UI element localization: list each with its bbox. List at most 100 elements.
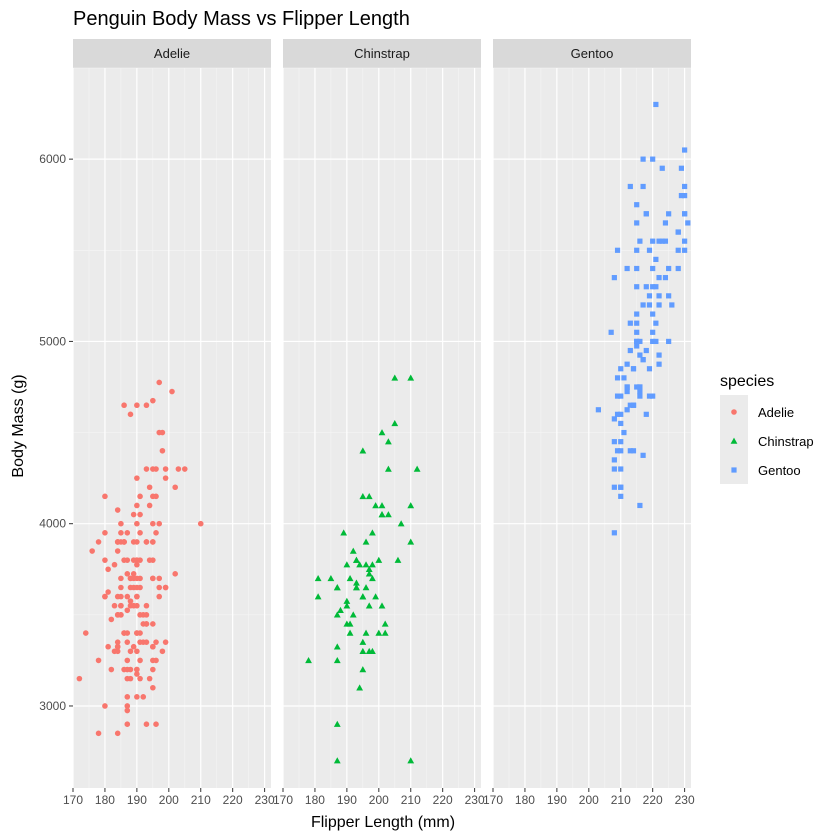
facet-panel-gentoo: Gentoo bbox=[492, 39, 691, 788]
data-point bbox=[675, 265, 681, 272]
data-point bbox=[369, 647, 376, 655]
data-point bbox=[640, 156, 646, 162]
data-point bbox=[624, 361, 630, 367]
data-point bbox=[656, 302, 662, 308]
data-point bbox=[95, 730, 102, 737]
series-chinstrap bbox=[305, 374, 421, 764]
data-point bbox=[666, 211, 672, 217]
data-point bbox=[618, 393, 624, 399]
x-tick-label: 190 bbox=[337, 793, 357, 807]
data-point bbox=[659, 238, 665, 244]
data-point bbox=[643, 347, 649, 354]
data-point bbox=[124, 657, 131, 664]
data-point bbox=[384, 511, 392, 518]
data-point bbox=[181, 466, 188, 472]
data-point bbox=[127, 666, 134, 673]
data-point bbox=[130, 602, 137, 609]
data-point bbox=[611, 484, 617, 490]
facet-strip bbox=[283, 39, 481, 68]
data-point bbox=[378, 429, 386, 436]
data-point bbox=[656, 275, 662, 281]
data-point bbox=[627, 402, 633, 408]
data-point bbox=[137, 657, 143, 664]
data-point bbox=[369, 561, 376, 568]
data-point bbox=[384, 465, 392, 472]
data-point bbox=[359, 647, 367, 655]
x-axis-title: Flipper Length (mm) bbox=[311, 814, 455, 831]
data-point bbox=[349, 611, 357, 618]
data-point bbox=[118, 520, 124, 527]
facet-panel-chinstrap: Chinstrap bbox=[282, 39, 481, 788]
data-point bbox=[159, 648, 166, 655]
legend-label-adelie: Adelie bbox=[758, 405, 794, 420]
data-point bbox=[134, 648, 140, 655]
data-point bbox=[102, 557, 108, 563]
data-point bbox=[159, 429, 166, 436]
data-point bbox=[630, 402, 637, 408]
data-point bbox=[118, 602, 124, 609]
data-point bbox=[150, 643, 156, 650]
data-point bbox=[618, 493, 624, 499]
data-point bbox=[662, 275, 669, 281]
data-point bbox=[153, 657, 159, 664]
data-point bbox=[666, 293, 672, 299]
data-point bbox=[124, 571, 131, 577]
data-point bbox=[121, 539, 127, 545]
data-point bbox=[143, 402, 150, 409]
y-tick-label: 5000 bbox=[39, 334, 66, 348]
data-point bbox=[624, 265, 630, 272]
data-point bbox=[359, 666, 367, 673]
data-point bbox=[666, 338, 672, 345]
x-tick-label: 220 bbox=[643, 793, 663, 807]
data-point bbox=[637, 393, 643, 399]
data-point bbox=[111, 561, 118, 568]
data-point bbox=[150, 397, 156, 404]
panel-background bbox=[283, 68, 481, 788]
data-point bbox=[353, 556, 360, 563]
data-point bbox=[153, 639, 159, 645]
data-point bbox=[121, 402, 127, 409]
data-point bbox=[143, 639, 150, 645]
series-adelie bbox=[76, 379, 204, 737]
x-tick-label: 190 bbox=[127, 793, 147, 807]
data-point bbox=[150, 575, 156, 582]
data-point bbox=[130, 539, 137, 545]
data-point bbox=[137, 675, 143, 682]
data-point bbox=[634, 202, 640, 208]
data-point bbox=[114, 643, 121, 650]
data-point bbox=[114, 730, 121, 737]
x-tick-label: 210 bbox=[191, 793, 211, 807]
data-point bbox=[146, 502, 153, 509]
x-tick-label: 210 bbox=[611, 793, 631, 807]
data-point bbox=[333, 643, 341, 650]
data-point bbox=[134, 666, 140, 673]
data-point bbox=[646, 293, 653, 299]
facet-panel-adelie: Adelie bbox=[72, 39, 271, 788]
data-point bbox=[666, 265, 672, 272]
data-point bbox=[634, 220, 640, 226]
data-point bbox=[646, 393, 653, 399]
data-point bbox=[640, 357, 646, 363]
data-point bbox=[95, 657, 102, 664]
data-point bbox=[137, 584, 143, 591]
data-point bbox=[650, 284, 656, 290]
data-point bbox=[343, 561, 351, 568]
data-point bbox=[634, 338, 640, 345]
data-point bbox=[114, 539, 121, 545]
data-point bbox=[653, 101, 659, 108]
data-point bbox=[384, 438, 392, 445]
data-point bbox=[662, 220, 669, 226]
data-point bbox=[413, 465, 421, 472]
data-point bbox=[124, 593, 131, 600]
data-point bbox=[114, 507, 121, 513]
data-point bbox=[162, 475, 169, 481]
x-tick-label: 170 bbox=[63, 793, 83, 807]
data-point bbox=[391, 420, 399, 427]
data-point bbox=[159, 447, 166, 454]
data-point bbox=[140, 621, 147, 627]
chart-title: Penguin Body Mass vs Flipper Length bbox=[73, 8, 410, 30]
data-point bbox=[134, 561, 140, 568]
data-point bbox=[646, 302, 653, 308]
facets-layer: Adelie Chinstrap Gentoo bbox=[72, 39, 691, 788]
